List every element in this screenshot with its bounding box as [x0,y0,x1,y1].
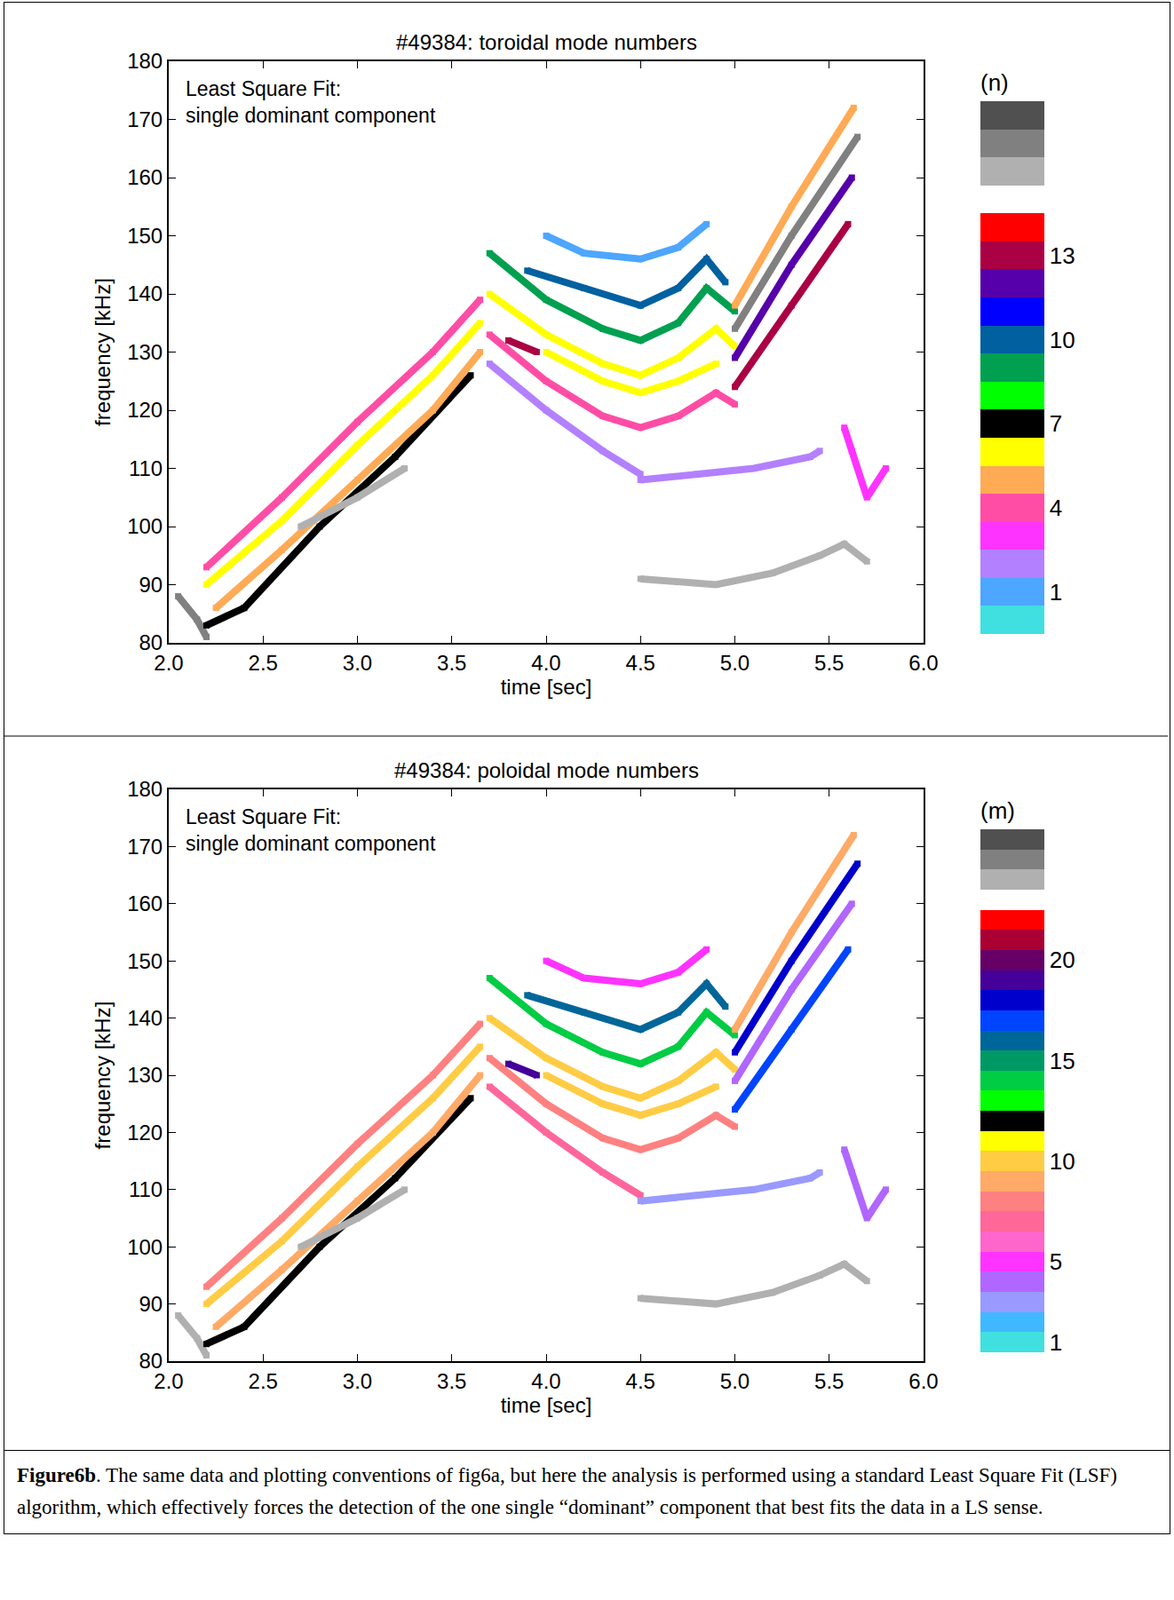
svg-text:4.0: 4.0 [531,650,561,675]
svg-text:5.0: 5.0 [720,650,750,675]
svg-text:time [sec]: time [sec] [500,674,593,699]
svg-text:110: 110 [128,456,163,481]
svg-text:(m): (m) [980,797,1016,825]
svg-text:4.5: 4.5 [626,1369,656,1394]
svg-text:150: 150 [126,223,163,248]
svg-text:3.0: 3.0 [342,650,373,675]
svg-text:160: 160 [126,891,163,916]
svg-text:4.0: 4.0 [531,1369,561,1394]
svg-text:160: 160 [126,165,163,190]
svg-text:170: 170 [126,834,163,859]
svg-text:3.5: 3.5 [436,1369,467,1394]
svg-text:180: 180 [126,777,163,802]
svg-text:80: 80 [138,1348,163,1373]
svg-text:2.5: 2.5 [248,650,278,675]
svg-text:6.0: 6.0 [908,1369,938,1394]
svg-text:#49384: poloidal mode numbers: #49384: poloidal mode numbers [394,758,699,783]
svg-text:3.0: 3.0 [342,1369,373,1394]
svg-text:90: 90 [138,1292,163,1317]
svg-text:10: 10 [1049,1148,1076,1175]
svg-text:2.0: 2.0 [153,1369,183,1394]
svg-text:140: 140 [126,1006,163,1031]
svg-text:100: 100 [126,514,163,539]
svg-text:150: 150 [126,949,163,974]
svg-text:7: 7 [1049,410,1063,437]
svg-text:4: 4 [1049,494,1063,522]
svg-text:140: 140 [126,281,163,306]
html-text:Figure6b. The same data and pl: Figure6b. The same data and plotting con… [16,1464,1118,1519]
svg-text:#49384: toroidal mode numbers: #49384: toroidal mode numbers [396,30,698,55]
svg-text:5: 5 [1049,1248,1063,1276]
svg-text:5.0: 5.0 [720,1369,750,1394]
svg-text:80: 80 [138,630,163,655]
svg-text:Least Square Fit:single domina: Least Square Fit:single dominant compone… [185,77,437,127]
svg-text:1: 1 [1049,1329,1063,1357]
svg-text:frequency [kHz]: frequency [kHz] [90,277,115,427]
svg-text:2.0: 2.0 [153,650,183,675]
svg-text:1: 1 [1049,579,1063,606]
svg-text:130: 130 [126,340,163,365]
svg-text:100: 100 [126,1235,163,1260]
svg-text:time [sec]: time [sec] [500,1393,593,1418]
svg-text:Least Square Fit:single domina: Least Square Fit:single dominant compone… [185,805,437,856]
svg-text:120: 120 [126,397,163,422]
svg-text:180: 180 [126,48,163,73]
svg-text:110: 110 [128,1177,163,1202]
svg-text:170: 170 [126,107,163,132]
svg-text:20: 20 [1049,946,1076,974]
svg-text:15: 15 [1049,1047,1076,1075]
svg-text:5.5: 5.5 [814,1369,844,1394]
svg-text:10: 10 [1049,326,1076,354]
svg-text:2.5: 2.5 [248,1369,278,1394]
svg-text:5.5: 5.5 [814,650,844,675]
svg-text:6.0: 6.0 [908,650,938,675]
svg-text:3.5: 3.5 [436,650,467,675]
svg-text:120: 120 [126,1120,163,1145]
svg-text:frequency [kHz]: frequency [kHz] [90,1001,115,1151]
svg-text:130: 130 [126,1062,163,1087]
svg-text:13: 13 [1049,242,1076,270]
svg-text:4.5: 4.5 [626,650,656,675]
svg-text:(n): (n) [980,69,1009,96]
svg-text:90: 90 [138,572,163,597]
